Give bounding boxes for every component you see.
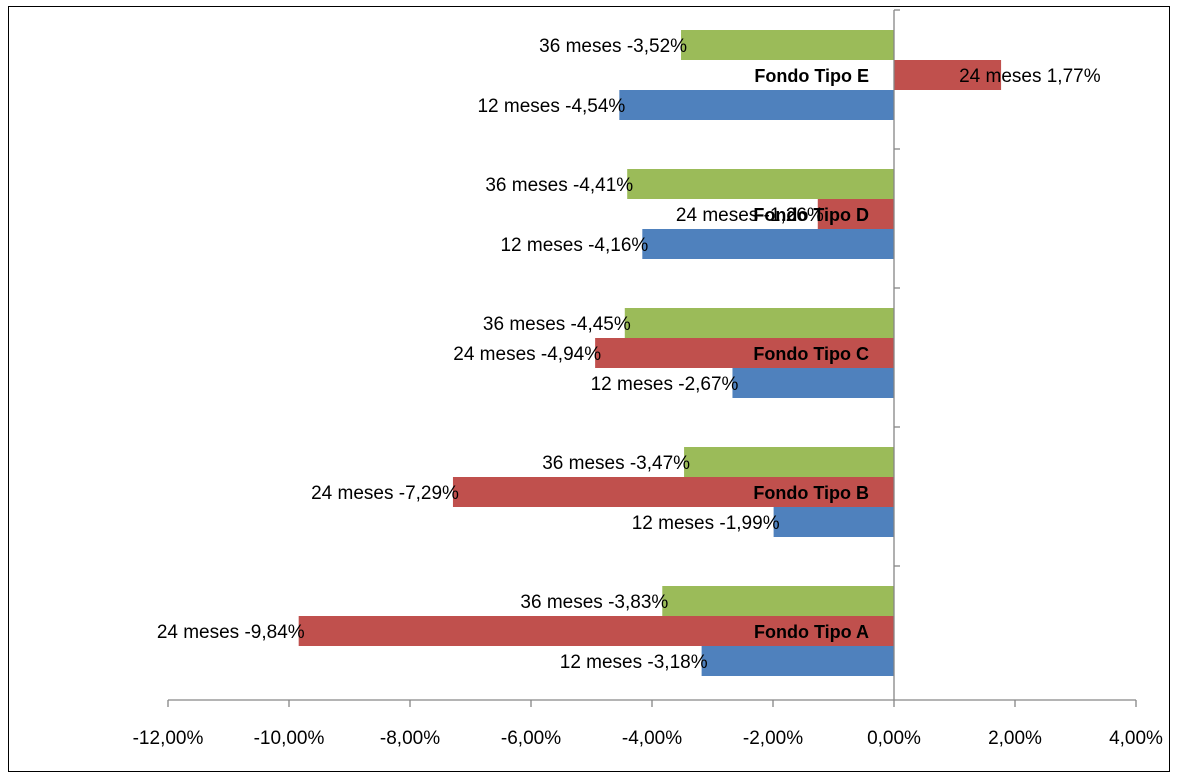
data-label-24-meses: 24 meses -9,84% — [157, 622, 305, 643]
x-tick-label: -10,00% — [254, 728, 325, 749]
bar-12-meses-fondo-tipo-a — [701, 646, 894, 676]
data-label-12-meses: 12 meses -2,67% — [591, 374, 739, 395]
x-tick-label: -4,00% — [622, 728, 682, 749]
data-label-12-meses: 12 meses -4,54% — [477, 96, 625, 117]
bar-36-meses-fondo-tipo-b — [684, 447, 894, 477]
x-tick-label: 4,00% — [1109, 728, 1163, 749]
bar-36-meses-fondo-tipo-c — [624, 308, 894, 338]
x-tick-label: 2,00% — [988, 728, 1042, 749]
bar-36-meses-fondo-tipo-e — [681, 30, 894, 60]
x-tick-label: -6,00% — [501, 728, 561, 749]
data-label-36-meses: 36 meses -3,83% — [520, 592, 668, 613]
data-label-24-meses: 24 meses 1,77% — [959, 66, 1101, 87]
data-label-12-meses: 12 meses -3,18% — [560, 652, 708, 673]
bar-24-meses-fondo-tipo-a — [298, 616, 894, 646]
data-label-36-meses: 36 meses -4,41% — [485, 175, 633, 196]
data-label-12-meses: 12 meses -1,99% — [632, 513, 780, 534]
category-label: Fondo Tipo D — [753, 205, 869, 225]
category-label: Fondo Tipo B — [753, 483, 869, 503]
category-label: Fondo Tipo A — [754, 622, 869, 642]
x-tick-label: -8,00% — [380, 728, 440, 749]
bar-12-meses-fondo-tipo-d — [642, 229, 894, 259]
bar-24-meses-fondo-tipo-c — [595, 338, 894, 368]
x-tick-label: -12,00% — [133, 728, 204, 749]
bar-36-meses-fondo-tipo-a — [662, 586, 894, 616]
category-label: Fondo Tipo E — [754, 66, 869, 86]
bar-24-meses-fondo-tipo-e — [894, 60, 1002, 90]
bar-12-meses-fondo-tipo-b — [773, 507, 894, 537]
data-label-36-meses: 36 meses -3,47% — [542, 453, 690, 474]
data-label-24-meses: 24 meses -1,26% — [676, 205, 824, 226]
data-label-36-meses: 36 meses -4,45% — [483, 314, 631, 335]
data-label-24-meses: 24 meses -7,29% — [311, 483, 459, 504]
x-tick-label: -2,00% — [743, 728, 803, 749]
category-label: Fondo Tipo C — [753, 344, 869, 364]
x-tick-label: 0,00% — [867, 728, 921, 749]
data-label-36-meses: 36 meses -3,52% — [539, 36, 687, 57]
bar-24-meses-fondo-tipo-b — [452, 477, 894, 507]
data-label-24-meses: 24 meses -4,94% — [453, 344, 601, 365]
bar-36-meses-fondo-tipo-d — [627, 169, 894, 199]
data-label-12-meses: 12 meses -4,16% — [500, 235, 648, 256]
bar-12-meses-fondo-tipo-c — [732, 368, 894, 398]
bar-12-meses-fondo-tipo-e — [619, 90, 894, 120]
bar-24-meses-fondo-tipo-d — [817, 199, 894, 229]
